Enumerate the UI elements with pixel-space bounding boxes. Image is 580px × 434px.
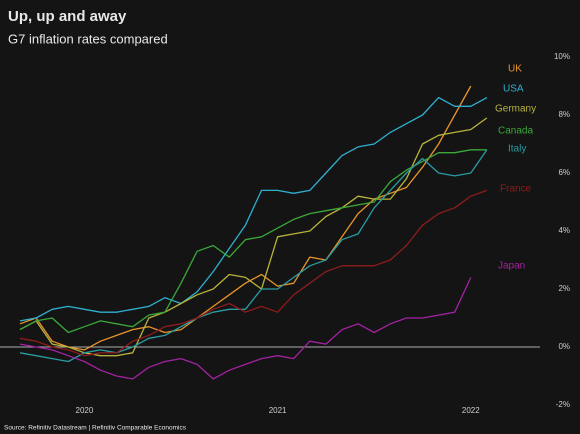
y-tick-label: 8%: [558, 110, 570, 119]
series-line: [19, 149, 487, 334]
y-tick-label: 6%: [558, 168, 570, 177]
x-tick-label: 2022: [462, 406, 480, 415]
legend-label: France: [500, 184, 532, 195]
legend-label: Japan: [498, 261, 525, 272]
legend-label: UK: [508, 64, 522, 75]
legend-label: Italy: [508, 144, 526, 155]
legend-label: Canada: [498, 126, 533, 137]
x-tick-label: 2020: [76, 406, 94, 415]
x-tick-label: 2021: [269, 406, 287, 415]
series-line: [19, 117, 488, 357]
series-line: [19, 189, 488, 357]
source-note: Source: Refinitiv Datastream | Refinitiv…: [4, 425, 187, 432]
y-tick-label: -2%: [556, 400, 570, 409]
chart-subtitle: G7 inflation rates compared: [8, 31, 168, 46]
series-line: [19, 96, 488, 322]
chart-title: Up, up and away: [8, 8, 127, 25]
legend-label: Germany: [495, 104, 536, 115]
y-tick-label: 4%: [558, 226, 570, 235]
y-tick-label: 10%: [554, 52, 570, 61]
y-tick-label: 0%: [558, 342, 570, 351]
series-line: [19, 149, 488, 363]
series-line: [19, 277, 472, 380]
legend-label: USA: [503, 84, 524, 95]
y-tick-label: 2%: [558, 284, 570, 293]
